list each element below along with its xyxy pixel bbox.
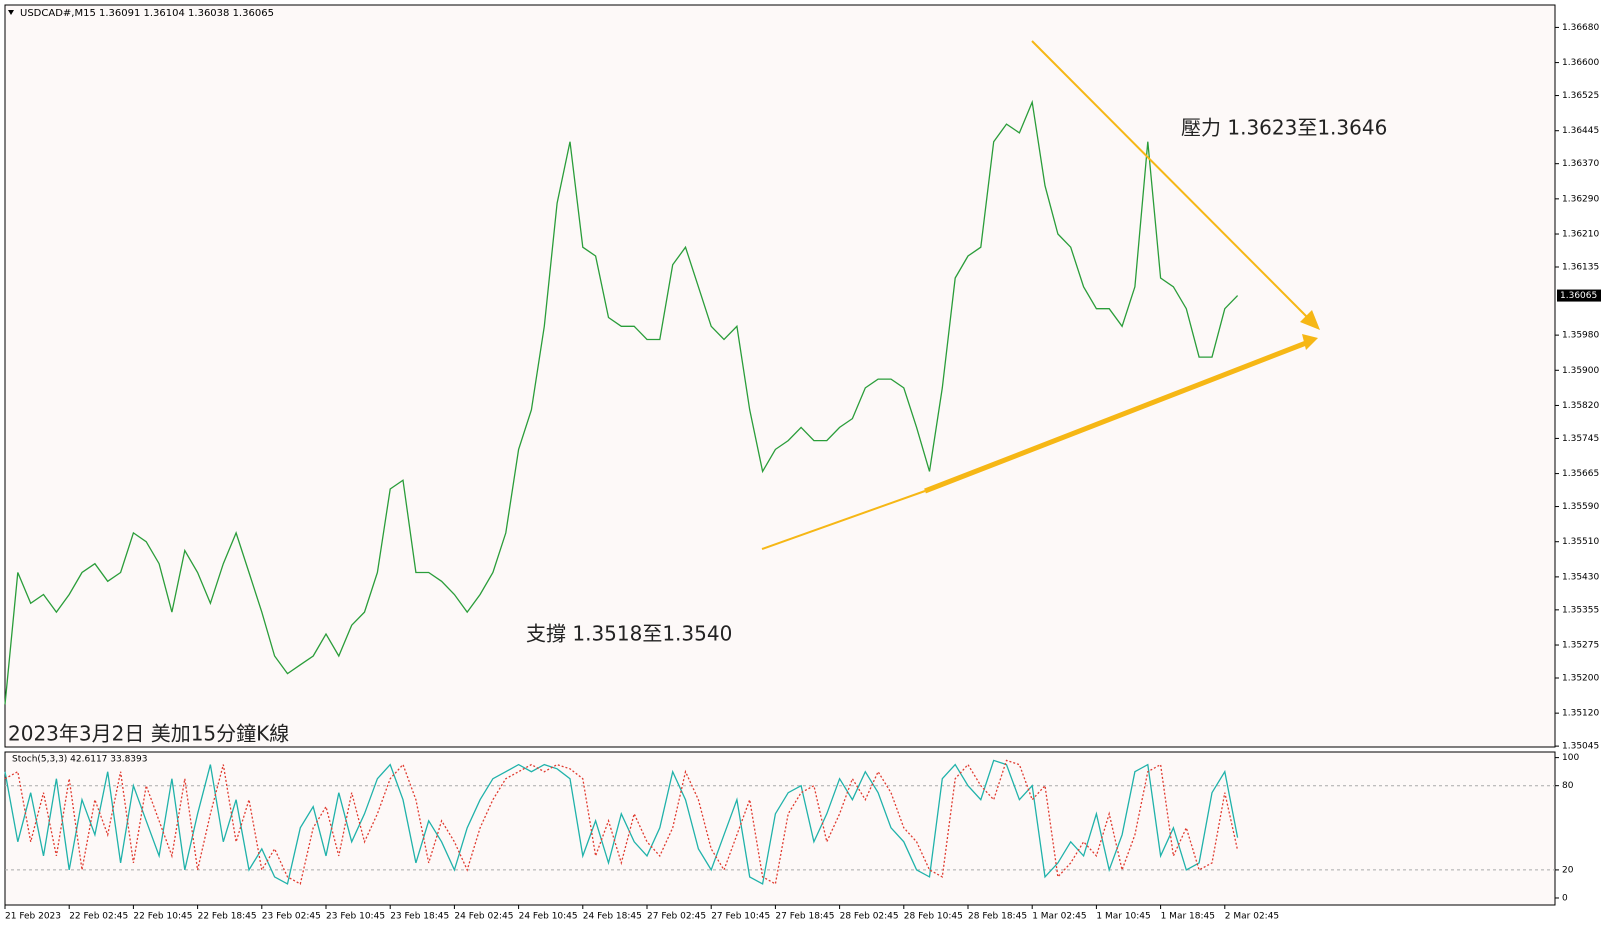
y-tick-label: 1.35900 (1562, 366, 1599, 376)
y-tick-label: 20 (1562, 865, 1574, 875)
y-tick-label: 1.36135 (1562, 262, 1599, 272)
y-tick-label: 0 (1562, 893, 1568, 903)
y-tick-label: 1.35045 (1562, 742, 1599, 752)
arrow-head (1300, 310, 1320, 330)
stoch-panel (4, 751, 1556, 906)
x-tick-label: 22 Feb 18:45 (198, 912, 257, 922)
x-tick-label: 23 Feb 02:45 (262, 912, 321, 922)
x-tick-label: 23 Feb 18:45 (390, 912, 449, 922)
support-line (761, 490, 926, 550)
y-tick-label: 1.35355 (1562, 605, 1599, 615)
y-tick-label: 1.35820 (1562, 401, 1599, 411)
y-tick-label: 1.35665 (1562, 469, 1599, 479)
x-tick-label: 1 Mar 10:45 (1096, 912, 1150, 922)
series-line (4, 99, 1239, 705)
y-tick-label: 1.35430 (1562, 572, 1599, 582)
chart-title: USDCAD#,M15 1.36091 1.36104 1.36038 1.36… (20, 8, 274, 19)
y-tick-label: 1.35745 (1562, 434, 1599, 444)
y-tick-label: 1.35275 (1562, 641, 1599, 651)
x-tick-label: 27 Feb 10:45 (711, 912, 770, 922)
annotation: 支撐 1.3518至1.3540 (526, 622, 732, 646)
support-line (924, 340, 1307, 494)
y-tick-label: 1.35120 (1562, 709, 1599, 719)
x-tick-label: 22 Feb 10:45 (133, 912, 192, 922)
x-tick-label: 24 Feb 18:45 (583, 912, 642, 922)
y-tick-label: 1.36290 (1562, 194, 1599, 204)
x-tick-label: 23 Feb 10:45 (326, 912, 385, 922)
y-tick-label: 1.35980 (1562, 331, 1599, 341)
x-tick-label: 28 Feb 10:45 (904, 912, 963, 922)
x-tick-label: 1 Mar 18:45 (1161, 912, 1215, 922)
x-tick-label: 28 Feb 18:45 (968, 912, 1027, 922)
y-tick-label: 1.36680 (1562, 23, 1599, 33)
series-line (4, 759, 1239, 885)
price-tag (1557, 289, 1601, 302)
x-tick-label: 27 Feb 18:45 (775, 912, 834, 922)
x-tick-label: 21 Feb 2023 (5, 912, 61, 922)
y-tick-label: 1.36600 (1562, 58, 1599, 68)
y-tick-label: 1.36525 (1562, 91, 1599, 101)
annotation: 壓力 1.3623至1.3646 (1181, 116, 1387, 140)
y-tick-label: 1.36210 (1562, 230, 1599, 240)
x-tick-label: 28 Feb 02:45 (840, 912, 899, 922)
x-tick-label: 1 Mar 02:45 (1032, 912, 1086, 922)
y-tick-label: 1.35510 (1562, 537, 1599, 547)
series-line (4, 759, 1239, 885)
collapse-icon (8, 10, 14, 15)
price-panel (4, 4, 1556, 748)
y-tick-label: 1.35200 (1562, 673, 1599, 683)
x-tick-label: 24 Feb 10:45 (519, 912, 578, 922)
arrow-head (1302, 334, 1318, 350)
y-tick-label: 80 (1562, 781, 1574, 791)
annotation: 2023年3月2日 美加15分鐘K線 (8, 722, 289, 746)
x-tick-label: 27 Feb 02:45 (647, 912, 706, 922)
stoch-title: Stoch(5,3,3) 42.6117 33.8393 (12, 755, 147, 765)
y-tick-label: 100 (1562, 753, 1579, 763)
price-tag-label: 1.36065 (1560, 291, 1597, 301)
x-tick-label: 22 Feb 02:45 (69, 912, 128, 922)
resistance-line (1031, 40, 1313, 323)
y-tick-label: 1.36445 (1562, 126, 1599, 136)
y-tick-label: 1.36370 (1562, 159, 1599, 169)
trend-lines (761, 40, 1320, 550)
x-tick-label: 24 Feb 02:45 (454, 912, 513, 922)
y-tick-label: 1.35590 (1562, 502, 1599, 512)
x-tick-label: 2 Mar 02:45 (1225, 912, 1279, 922)
